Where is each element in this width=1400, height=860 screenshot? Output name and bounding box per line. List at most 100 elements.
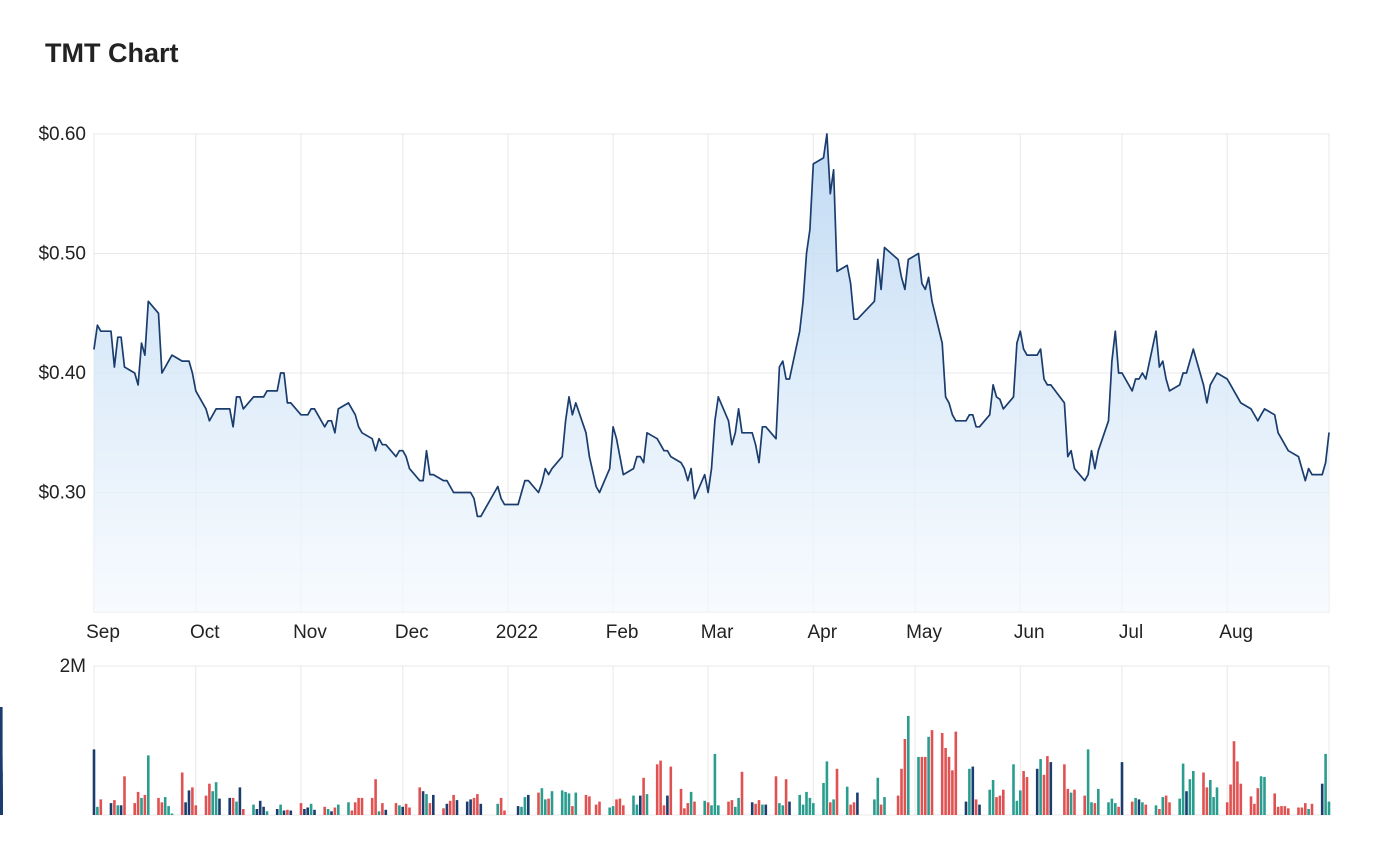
volume-bar [204, 795, 208, 815]
volume-bar [917, 756, 920, 815]
price-point [731, 444, 733, 446]
price-point [266, 390, 268, 392]
volume-bar [655, 764, 659, 815]
volume-bar [1215, 787, 1219, 815]
volume-bar [472, 797, 476, 815]
price-point [503, 503, 506, 506]
volume-bar [252, 804, 255, 815]
volume-bar [401, 806, 404, 815]
volume-bar [852, 802, 856, 815]
volume-bar [160, 802, 164, 815]
volume-bar [350, 810, 354, 815]
price-point [693, 497, 696, 500]
price-point [917, 252, 920, 255]
volume-bar [662, 805, 666, 815]
volume-bar [408, 807, 411, 815]
volume-bar [703, 800, 706, 815]
volume-bar [968, 768, 971, 815]
volume-bar [191, 787, 194, 815]
price-point [466, 491, 468, 494]
volume-bar [1073, 789, 1076, 815]
volume-bar [116, 805, 120, 815]
volume-bar [516, 806, 520, 815]
price-point [829, 193, 831, 195]
price-point [215, 408, 217, 410]
volume-bar [147, 755, 150, 815]
price-point [1087, 474, 1089, 476]
price-point [1050, 384, 1052, 386]
volume-bar [527, 794, 530, 815]
price-point [690, 468, 692, 470]
price-point [361, 432, 363, 434]
volume-bar [954, 731, 958, 815]
volume-bar [1297, 807, 1300, 815]
volume-bar [357, 797, 360, 815]
volume-bar [109, 803, 113, 815]
price-point [242, 408, 244, 410]
volume-bar [740, 771, 744, 815]
price-point [96, 324, 98, 326]
volume-bar [469, 799, 472, 815]
price-point [670, 456, 672, 458]
volume-bar [1137, 799, 1141, 815]
volume-bar [1256, 788, 1260, 815]
price-point [235, 396, 238, 398]
price-point [93, 348, 95, 350]
price-point [1213, 378, 1215, 380]
price-point [191, 372, 193, 374]
price-point [656, 438, 658, 440]
volume-bar [1327, 801, 1331, 815]
price-point [809, 229, 811, 231]
price-point [805, 252, 808, 255]
price-point [1121, 372, 1123, 374]
price-point [1094, 468, 1096, 470]
volume-bar [1283, 806, 1287, 815]
volume-bar [584, 794, 588, 815]
volume-bar [1280, 806, 1283, 815]
volume-plot-border [93, 665, 1330, 816]
y-tick-label: $0.40 [38, 363, 86, 384]
price-area-layer [93, 133, 1330, 612]
volume-bar [289, 810, 293, 815]
price-point [775, 438, 777, 440]
price-point [544, 468, 546, 470]
price-point [1138, 378, 1140, 380]
price-point [300, 414, 302, 416]
price-point [286, 402, 288, 404]
price-point [537, 491, 540, 494]
volume-bar [1049, 762, 1053, 815]
volume-bar [123, 776, 126, 815]
price-point [999, 398, 1001, 400]
price-point [157, 312, 160, 314]
volume-bar [873, 799, 876, 815]
price-point [324, 426, 326, 428]
price-point [1043, 378, 1045, 380]
volume-bar [669, 766, 673, 815]
price-point [205, 408, 207, 410]
price-point [897, 258, 899, 261]
price-point [636, 456, 638, 458]
volume-bar [1249, 796, 1253, 815]
volume-bar [113, 800, 116, 815]
volume-bar [544, 799, 547, 815]
volume-bar [330, 811, 333, 815]
volume-bar [1287, 808, 1290, 815]
volume-bar [1090, 802, 1093, 815]
price-point [1260, 414, 1262, 416]
volume-bar [1164, 795, 1168, 815]
volume-bar [618, 798, 622, 815]
volume-bar [920, 756, 924, 815]
price-point [778, 366, 781, 368]
price-point [822, 157, 825, 159]
price-point [1158, 366, 1160, 368]
volume-bar [805, 791, 808, 815]
volume-bar [940, 733, 944, 815]
price-point [639, 456, 641, 458]
volume-bar [1253, 803, 1256, 815]
volume-bar [323, 806, 326, 815]
volume-bar [1086, 749, 1090, 815]
price-point [408, 468, 411, 470]
volume-bar [235, 801, 238, 815]
volume-bar [1229, 784, 1232, 815]
price-point [1308, 468, 1310, 470]
